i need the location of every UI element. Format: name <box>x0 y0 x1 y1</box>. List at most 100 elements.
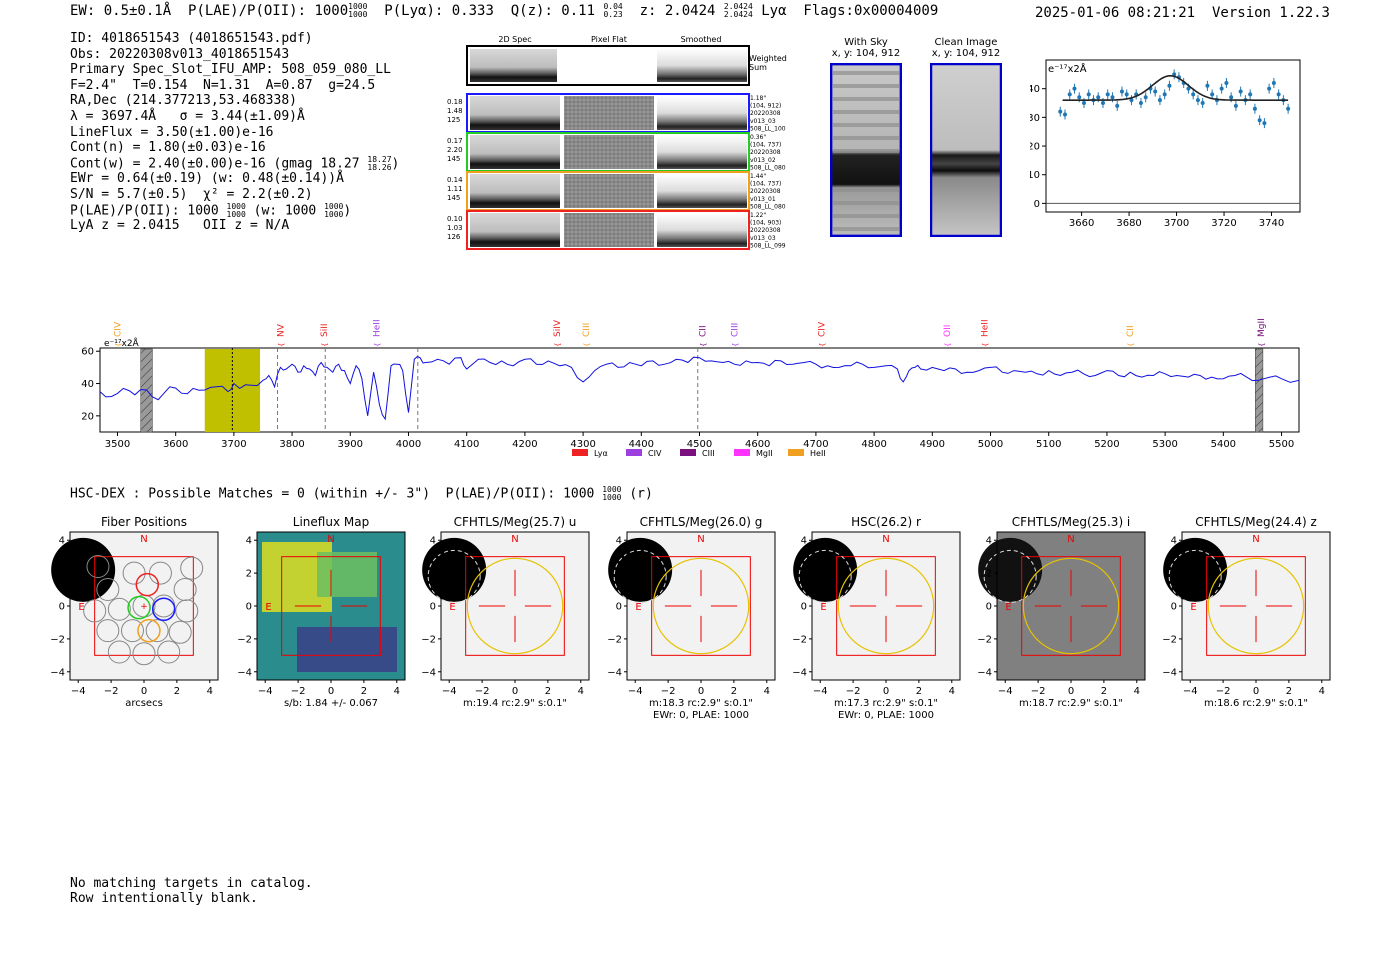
thumb-y-tick-label: −2 <box>607 634 622 645</box>
col-title-pixelflat: Pixel Flat <box>591 35 627 44</box>
zoom-data-point <box>1100 101 1105 106</box>
thumbnail-caption-2: EWr: 0, PLAE: 1000 <box>653 710 749 721</box>
zoom-data-point <box>1167 83 1172 88</box>
fs-y-tick-label: 60 <box>81 347 94 358</box>
zoom-data-point <box>1077 95 1082 100</box>
thumb-y-tick-label: 0 <box>986 602 992 613</box>
info-lineflux: LineFlux = 3.50(±1.00)e-16 <box>70 124 274 140</box>
cutout-thumbnail: CFHTLS/Meg(24.4) z N E −4 −4 −2 −2 0 0 2 2 4 4 m:18.6… <box>1162 512 1342 731</box>
thumb-y-tick-label: 4 <box>986 536 992 547</box>
zoom-data-point <box>1271 80 1276 85</box>
thumb-y-tick-label: −4 <box>50 667 65 678</box>
neighbor-ellipse <box>983 549 1037 603</box>
spec2d-row-meta: v013_01 <box>750 196 776 203</box>
fiber-circle <box>168 620 192 644</box>
legend-label: CIV <box>648 449 662 458</box>
spectral-line-label: HeII <box>372 319 382 337</box>
spectral-line-label: SiII <box>320 323 330 337</box>
thumb-x-tick-label: 0 <box>883 686 889 697</box>
zoom-y-tick-label: 30 <box>1030 113 1040 124</box>
legend-label: MgII <box>756 449 773 458</box>
thumb-y-tick-label: −2 <box>237 634 252 645</box>
thumb-y-tick-label: 0 <box>246 602 252 613</box>
spec2d-row-meta: 0.36" <box>750 134 766 141</box>
spectral-line-bracket: { <box>731 343 739 347</box>
thumb-x-tick-label: −2 <box>291 686 306 697</box>
zoom-data-point <box>1186 86 1191 91</box>
spec2d-row-stat: 1.11 <box>447 185 463 193</box>
info-ewr: EWr = 0.64(±0.19) (w: 0.48(±0.14))Å <box>70 171 344 187</box>
sky-line <box>833 123 899 127</box>
thumb-y-tick-label: −4 <box>977 667 992 678</box>
zoom-data-point <box>1248 92 1253 97</box>
sky-line <box>833 84 899 88</box>
legend-label: CIII <box>702 449 715 458</box>
thumb-x-tick-label: 2 <box>174 686 180 697</box>
fiber-circle <box>120 619 144 643</box>
zoom-data-point <box>1153 89 1158 94</box>
fs-x-tick-label: 4700 <box>803 439 828 450</box>
zoom-data-point <box>1115 103 1120 108</box>
spectral-line-label: OII <box>943 325 953 337</box>
neighbor-ellipse <box>427 549 481 603</box>
north-label: N <box>1252 534 1259 545</box>
fs-x-tick-label: 4900 <box>920 439 945 450</box>
header-z-line: Lyα <box>761 3 787 19</box>
zoom-data-point <box>1110 95 1115 100</box>
spectral-line-label: CIV <box>818 321 828 337</box>
legend-swatch <box>626 449 642 456</box>
east-label: E <box>1190 602 1196 613</box>
thumb-x-tick-label: 4 <box>1134 686 1140 697</box>
cutout-thumbnail: Lineflux Map N E −4 −4 −2 −2 0 0 2 2 4 4 s/b: 1.84 +/… <box>237 512 417 731</box>
bright-source <box>793 537 858 602</box>
thumb-y-tick-label: 4 <box>246 536 252 547</box>
zoom-data-point <box>1238 89 1243 94</box>
zoom-data-point <box>1124 92 1129 97</box>
thumb-x-tick-label: −2 <box>1031 686 1046 697</box>
cutout-thumbnail: CFHTLS/Meg(25.3) i N E −4 −4 −2 −2 0 0 2 2 4 4 m:18.7… <box>977 512 1157 731</box>
spectral-line-label: CIII <box>730 323 740 337</box>
thumb-x-tick-label: 0 <box>141 686 147 697</box>
zoom-data-point <box>1205 83 1210 88</box>
fiber-circle <box>107 597 131 621</box>
zoom-data-point <box>1229 95 1234 100</box>
info-plae-lo: 1000 <box>226 209 246 219</box>
info-sn: S/N = 5.7(±0.5) χ² = 2.2(±0.2) <box>70 186 313 202</box>
thumbnail-title: CFHTLS/Meg(26.0) g <box>640 515 763 529</box>
east-label: E <box>635 602 641 613</box>
legend-label: HeII <box>810 449 826 458</box>
thumb-x-tick-label: 0 <box>512 686 518 697</box>
info-lambda: λ = 3697.4Å σ = 3.44(±1.09)Å <box>70 108 305 124</box>
spec2d-row-stat: 145 <box>447 194 460 202</box>
thumb-x-tick-label: −2 <box>661 686 676 697</box>
cutout-thumbnail-plot: HSC(26.2) r N E −4 −4 −2 −2 0 0 2 2 4 4 m:17.3 rc:2.9… <box>792 515 961 721</box>
zoom-y-tick-label: 20 <box>1030 142 1040 153</box>
sky-line <box>833 201 899 205</box>
north-label: N <box>327 534 334 545</box>
zoom-data-point <box>1219 86 1224 91</box>
spectral-line-bracket: { <box>944 343 952 347</box>
thumb-x-tick-label: 2 <box>731 686 737 697</box>
thumb-x-tick-label: −4 <box>998 686 1013 697</box>
fs-x-tick-label: 4200 <box>512 439 537 450</box>
thumb-y-tick-label: −4 <box>607 667 622 678</box>
spec2d-row-meta: 508_LL_100 <box>750 125 786 132</box>
header-ew: EW: 0.5±0.1Å <box>70 3 172 19</box>
spectral-line-bracket: { <box>819 343 827 347</box>
thumb-x-tick-label: −4 <box>813 686 828 697</box>
spectral-line-label: SiIV <box>553 319 563 337</box>
legend-swatch <box>788 449 804 456</box>
fiber-circle <box>96 619 120 643</box>
zoom-data-point <box>1096 95 1101 100</box>
thumb-x-tick-label: −2 <box>475 686 490 697</box>
thumb-x-tick-label: 0 <box>698 686 704 697</box>
version: Version 1.22.3 <box>1211 5 1330 21</box>
spec2d-row-meta: (104, 737) <box>750 181 781 188</box>
zoom-y-tick-label: 0 <box>1034 199 1040 210</box>
spec2d-row-meta: v013_03 <box>750 235 776 242</box>
fs-x-tick-label: 4500 <box>687 439 712 450</box>
spec2d-row-meta: (104, 912) <box>750 103 781 110</box>
spectral-line-bracket: { <box>699 343 707 347</box>
